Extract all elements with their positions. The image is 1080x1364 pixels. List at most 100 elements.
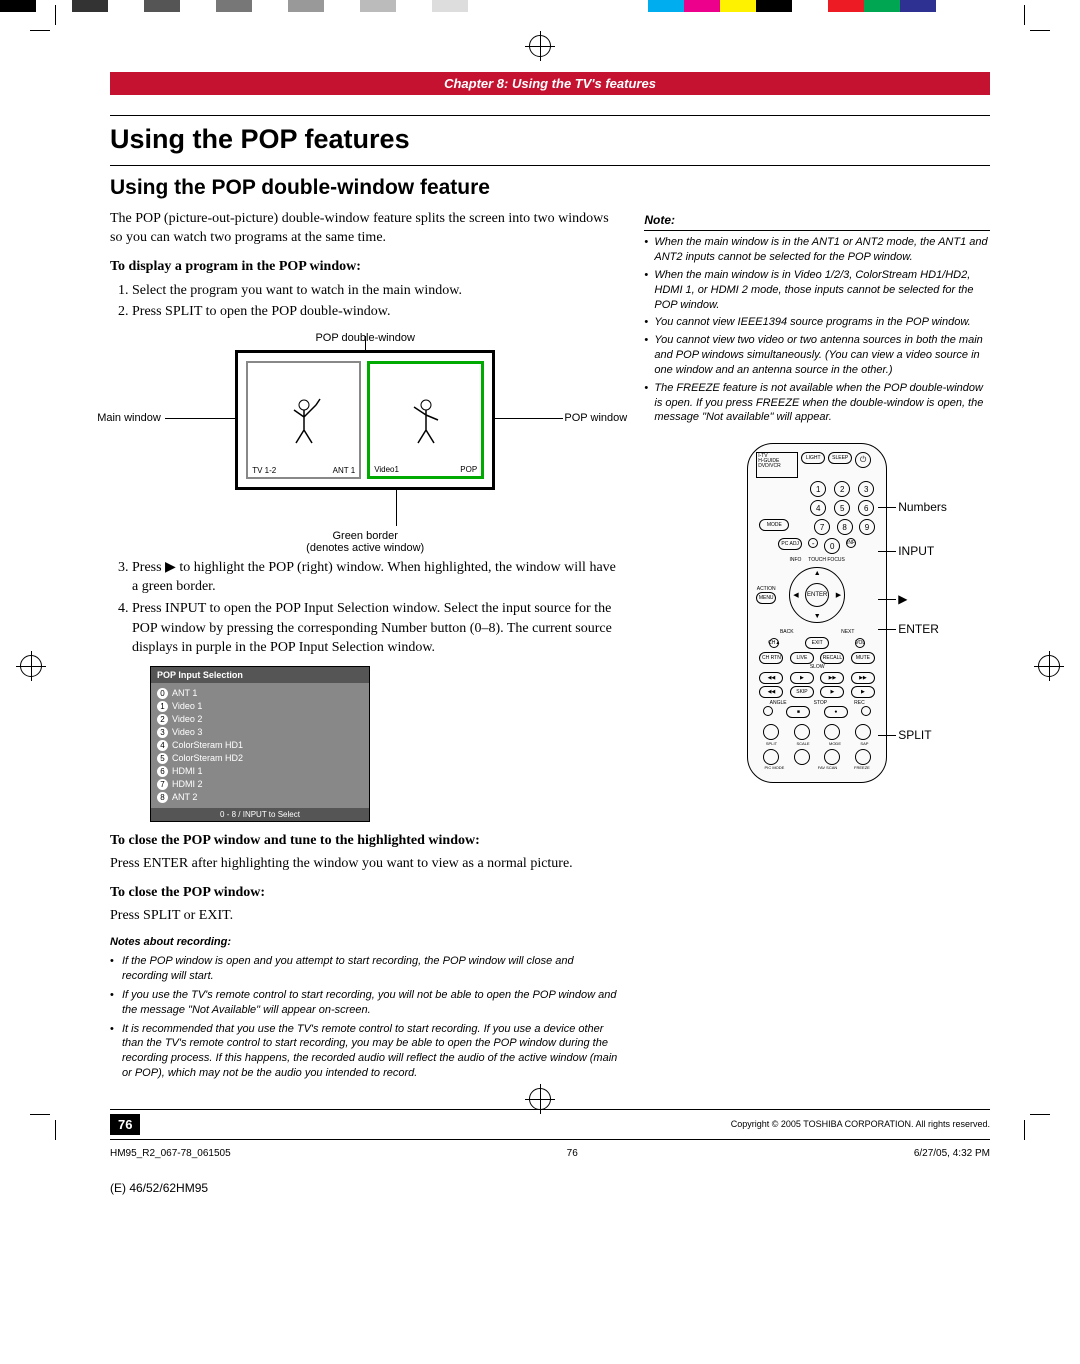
tv-label: POP <box>460 465 477 474</box>
page-title: Using the POP features <box>110 124 990 155</box>
print-footer: HM95_R2_067-78_061505 76 6/27/05, 4:32 P… <box>110 1140 990 1167</box>
tv-label: ANT 1 <box>333 466 356 475</box>
note-item: If the POP window is open and you attemp… <box>110 954 620 984</box>
notes-list: If the POP window is open and you attemp… <box>110 954 620 1081</box>
steps-list: Select the program you want to watch in … <box>132 281 620 322</box>
page-number: 76 <box>110 1114 140 1135</box>
num-btn: 8 <box>837 519 853 535</box>
crop-mark <box>55 30 85 60</box>
leader-line <box>365 336 366 350</box>
note-item: If you use the TV's remote control to st… <box>110 988 620 1018</box>
remote-btn: PC ADJ <box>778 538 802 550</box>
remote-callout: INPUT <box>898 544 934 558</box>
d-pad: ▲ ▼ ◀ ▶ ENTER <box>789 567 845 623</box>
remote-btn: LIGHT <box>801 452 825 464</box>
chrtn-btn: CH RTN <box>759 652 783 664</box>
transport-btn: ▶▶ <box>851 672 875 684</box>
crop-mark <box>995 1085 1025 1115</box>
leader-line <box>495 418 563 419</box>
diagram-label-bottom: Green border <box>175 530 555 542</box>
copyright: Copyright © 2005 TOSHIBA CORPORATION. Al… <box>731 1119 990 1129</box>
remote-control: I-TVH-GUIDEDVD/VCR LIGHT SLEEP ⏻ 123 456… <box>747 443 887 783</box>
pop-diagram: POP double-window Main window POP window… <box>175 332 555 554</box>
num-btn: 3 <box>858 481 874 497</box>
note-item: When the main window is in Video 1/2/3, … <box>644 268 990 313</box>
num-btn: 2 <box>834 481 850 497</box>
remote-btn <box>824 749 840 765</box>
pop-input-item: 5ColorSteram HD2 <box>157 752 363 765</box>
note-item: You cannot view two video or two antenna… <box>644 333 990 378</box>
pop-input-item: 8ANT 2 <box>157 791 363 804</box>
num-btn: 6 <box>858 500 874 516</box>
remote-btn <box>824 724 840 740</box>
subheading: To display a program in the POP window: <box>110 258 620 277</box>
pitcher-icon <box>406 395 446 445</box>
num-btn: 0 <box>824 538 840 554</box>
rule <box>110 115 990 116</box>
pop-input-item: 0ANT 1 <box>157 687 363 700</box>
note-item: When the main window is in the ANT1 or A… <box>644 235 990 265</box>
rec-btn: ● <box>824 706 848 718</box>
pop-window: Video1 POP <box>367 361 484 479</box>
notes-heading: Notes about recording: <box>110 935 620 950</box>
pop-input-footer: 0 - 8 / INPUT to Select <box>151 808 369 821</box>
crop-mark <box>995 30 1025 60</box>
split-btn <box>763 724 779 740</box>
sidebar-notes: When the main window is in the ANT1 or A… <box>644 235 990 425</box>
note-item: The FREEZE feature is not available when… <box>644 381 990 426</box>
note-item: You cannot view IEEE1394 source programs… <box>644 315 990 330</box>
num-btn: 4 <box>810 500 826 516</box>
enter-btn: ENTER <box>805 583 829 607</box>
step: Press SPLIT to open the POP double-windo… <box>132 302 620 322</box>
pop-input-selection: POP Input Selection 0ANT 11Video 12Video… <box>150 666 370 822</box>
tv-label: Video1 <box>374 465 399 474</box>
pop-input-item: 2Video 2 <box>157 713 363 726</box>
print-date: 6/27/05, 4:32 PM <box>914 1148 990 1159</box>
subheading: To close the POP window and tune to the … <box>110 832 620 851</box>
page-footer: 76 Copyright © 2005 TOSHIBA CORPORATION.… <box>110 1109 990 1140</box>
num-btn: 5 <box>834 500 850 516</box>
tv-label: TV 1-2 <box>252 466 276 475</box>
pop-input-title: POP Input Selection <box>151 667 369 683</box>
registration-mark <box>529 35 551 57</box>
body-text: Press SPLIT or EXIT. <box>110 907 620 926</box>
note-heading: Note: <box>644 212 990 231</box>
tv-frame: TV 1-2 ANT 1 Video1 POP <box>235 350 495 490</box>
step: Press ▶ to highlight the POP (right) win… <box>132 558 620 597</box>
batter-icon <box>284 395 324 445</box>
doc-code: (E) 46/52/62HM95 <box>110 1181 990 1195</box>
note-item: It is recommended that you use the TV's … <box>110 1022 620 1081</box>
stop-btn: ■ <box>786 706 810 718</box>
remote-callout: SPLIT <box>898 728 931 742</box>
recall-btn: RECALL <box>820 652 844 664</box>
print-page: 76 <box>567 1148 578 1159</box>
vol-btn: VOL <box>855 638 865 648</box>
registration-mark <box>20 655 42 677</box>
diagram-label-bottom2: (denotes active window) <box>175 542 555 554</box>
remote-btn <box>763 749 779 765</box>
input-btn: INP <box>846 538 856 548</box>
steps-list-cont: Press ▶ to highlight the POP (right) win… <box>132 558 620 658</box>
step: Press INPUT to open the POP Input Select… <box>132 599 620 658</box>
transport-btn: ▶▶ <box>820 672 844 684</box>
diagram-label-left: Main window <box>97 412 161 424</box>
body-text: Press ENTER after highlighting the windo… <box>110 855 620 874</box>
ch-btn: CH▲ <box>769 638 779 648</box>
transport-btn: ▶ <box>851 686 875 698</box>
transport-btn: ◀◀ <box>759 672 783 684</box>
remote-btn <box>855 724 871 740</box>
remote-callout: ENTER <box>898 622 939 636</box>
step: Select the program you want to watch in … <box>132 281 620 301</box>
pop-input-list: 0ANT 11Video 12Video 23Video 34ColorSter… <box>151 683 369 808</box>
pop-input-item: 4ColorSteram HD1 <box>157 739 363 752</box>
transport-btn: ▶ <box>790 672 814 684</box>
dash-btn: - <box>808 538 818 548</box>
main-window: TV 1-2 ANT 1 <box>246 361 361 479</box>
doc-id: HM95_R2_067-78_061505 <box>110 1148 231 1159</box>
num-btn: 7 <box>814 519 830 535</box>
chapter-header: Chapter 8: Using the TV's features <box>110 72 990 95</box>
intro-text: The POP (picture-out-picture) double-win… <box>110 210 620 248</box>
crop-mark <box>55 1085 85 1115</box>
live-btn: LIVE <box>790 652 814 664</box>
mute-btn: MUTE <box>851 652 875 664</box>
